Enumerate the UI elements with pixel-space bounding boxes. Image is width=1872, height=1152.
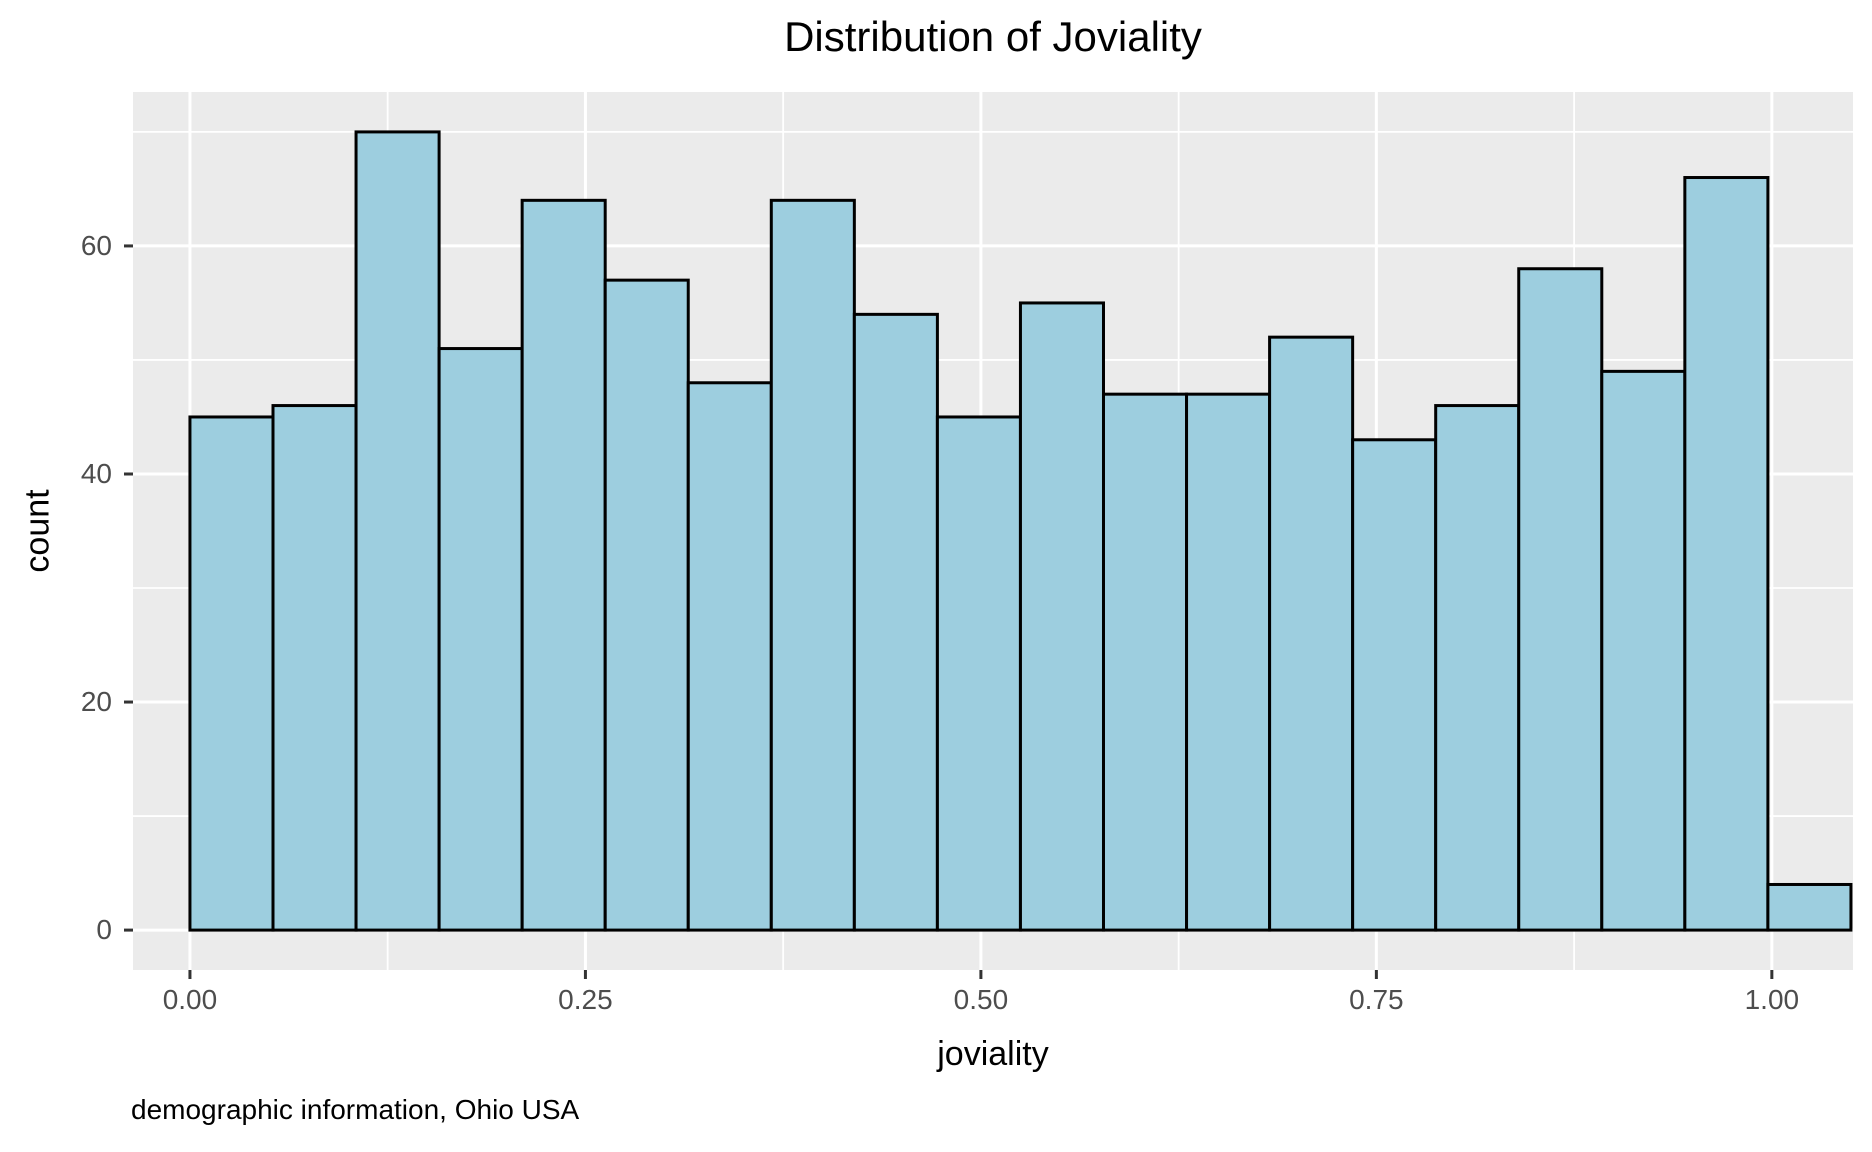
y-axis-title: count (18, 489, 57, 573)
x-axis-title: joviality (937, 1035, 1049, 1073)
histogram-bar-16 (1434, 404, 1521, 932)
histogram-bar-19 (1683, 176, 1770, 932)
axis-tick-marks (124, 244, 1774, 979)
histogram-bar-8 (769, 198, 856, 932)
histogram-bar-6 (603, 278, 690, 932)
histogram-bar-5 (520, 198, 607, 932)
histogram-bars (188, 130, 1853, 932)
histogram-bar-7 (686, 381, 773, 932)
histogram-bar-4 (437, 347, 524, 932)
y-tick-label-0: 0 (96, 914, 112, 946)
histogram-bar-20 (1766, 882, 1853, 932)
x-tick-label-0.00: 0.00 (162, 984, 218, 1015)
histogram-bar-14 (1268, 335, 1355, 932)
histogram-bar-3 (354, 130, 441, 932)
x-tick-label-0.75: 0.75 (1349, 984, 1404, 1015)
histogram-bar-9 (852, 312, 939, 932)
histogram-bar-11 (1018, 301, 1105, 932)
x-tick-label-1.00: 1.00 (1744, 984, 1800, 1015)
histogram-bar-2 (271, 404, 358, 932)
x-tick-label-0.25: 0.25 (558, 984, 613, 1015)
histogram-bar-17 (1517, 267, 1604, 932)
x-tick-label-0.50: 0.50 (953, 984, 1009, 1015)
histogram-bar-18 (1600, 369, 1687, 932)
y-tick-label-60: 60 (80, 229, 112, 261)
y-tick-label-20: 20 (80, 686, 112, 718)
histogram-bar-10 (935, 415, 1022, 932)
histogram-bar-1 (188, 415, 275, 932)
chart-caption: demographic information, Ohio USA (131, 1094, 580, 1125)
chart-title: Distribution of Joviality (784, 13, 1202, 60)
histogram-bar-15 (1351, 438, 1438, 932)
histogram-bar-13 (1185, 392, 1272, 932)
y-tick-label-40: 40 (80, 457, 112, 489)
histogram-bar-12 (1101, 392, 1189, 932)
